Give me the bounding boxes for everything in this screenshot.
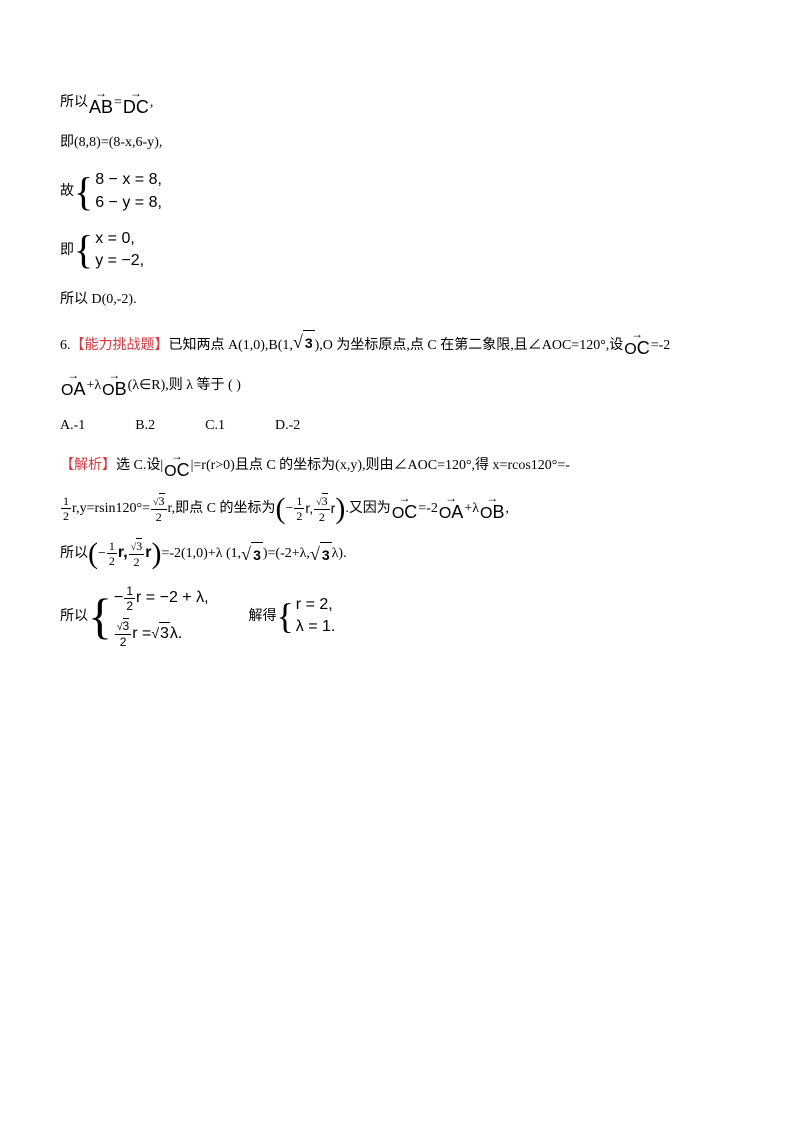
text: 故 — [60, 179, 74, 204]
tag: 【能力挑战题】 — [71, 333, 169, 358]
frac: 1 2 — [124, 584, 135, 613]
frac: √3 2 — [314, 494, 330, 524]
vector-ob: → OB — [480, 495, 504, 522]
brace-icon: { — [74, 176, 93, 208]
text: =-2 — [651, 333, 671, 358]
frac: 1 2 — [61, 494, 71, 523]
text: = — [114, 90, 122, 115]
system-2: 即 { x = 0, y = −2, — [60, 228, 740, 273]
option-d: D.-2 — [275, 413, 300, 438]
tag: 【解析】 — [60, 453, 116, 478]
vector-oa: → OA — [61, 372, 85, 399]
text: .又因为 — [345, 496, 391, 521]
frac: 1 2 — [294, 494, 304, 523]
text: r,即点 C 的坐标为 — [168, 496, 276, 521]
eq: y = −2, — [95, 250, 144, 272]
option-c: C.1 — [205, 413, 225, 438]
sqrt-icon: √3 — [310, 538, 332, 570]
vector-ob: → OB — [102, 372, 126, 399]
eq: 8 − x = 8, — [95, 169, 162, 191]
frac: √3 2 — [129, 539, 145, 569]
brace-icon: { — [277, 602, 294, 631]
text: 所以 — [60, 541, 88, 566]
text: 即 — [60, 238, 74, 263]
solution-2: 1 2 r,y=rsin120°= √3 2 r,即点 C 的坐标为 ( − 1… — [60, 494, 740, 524]
eq: r = 2, — [296, 594, 336, 616]
vector-oc: → OC — [392, 495, 417, 522]
text: 所以 D(0,-2). — [60, 287, 137, 312]
paren-icon: ( — [275, 497, 285, 521]
text: − — [98, 541, 106, 566]
text: r, — [118, 539, 128, 568]
vector-dc: → DC — [123, 90, 149, 116]
text: , — [150, 90, 154, 115]
vector-oa: → OA — [439, 495, 463, 522]
text: r, — [305, 496, 313, 521]
text: |=r(r>0)且点 C 的坐标为(x,y),则由∠AOC=120°,得 x=r… — [191, 453, 570, 478]
line-coords: 即(8,8)=(8-x,6-y), — [60, 130, 740, 155]
question-6: 6. 【能力挑战题】 已知两点 A(1,0),B(1, √3 ),O 为坐标原点… — [60, 326, 740, 358]
solution-1: 【解析】 选 C.设| → OC |=r(r>0)且点 C 的坐标为(x,y),… — [60, 453, 740, 480]
eq: λ = 1. — [296, 616, 336, 638]
num: 6. — [60, 333, 71, 358]
text: 选 C.设| — [116, 453, 163, 478]
text: r,y=rsin120°= — [72, 496, 150, 521]
text: − — [285, 496, 293, 521]
text: 所以 — [60, 604, 88, 629]
options: A.-1 B.2 C.1 D.-2 — [60, 413, 740, 438]
brace-icon: { — [74, 234, 93, 266]
brace-icon: { — [88, 596, 112, 636]
text: ),O 为坐标原点,点 C 在第二象限,且∠AOC=120°,设 — [315, 333, 624, 358]
line-ab-dc: 所以 → AB = → DC , — [60, 90, 740, 116]
frac: √3 2 — [151, 494, 167, 524]
question-6-cont: → OA +λ → OB (λ∈R),则 λ 等于 ( ) — [60, 372, 740, 399]
sqrt-icon: √3 — [293, 326, 315, 358]
text: 解得 — [249, 604, 277, 629]
text: =-2(1,0)+λ (1, — [161, 541, 241, 566]
text: )=(-2+λ, — [263, 541, 310, 566]
vector-oc: → OC — [624, 331, 649, 358]
system-1: 故 { 8 − x = 8, 6 − y = 8, — [60, 169, 740, 214]
text: (λ∈R),则 λ 等于 ( ) — [128, 373, 241, 398]
solution-3: 所以 ( − 1 2 r, √3 2 r ) =-2(1,0)+λ (1, √3… — [60, 538, 740, 570]
vector-oc: → OC — [164, 453, 189, 480]
text: 所以 — [60, 90, 88, 115]
text: =-2 — [418, 496, 438, 521]
text: +λ — [86, 373, 101, 398]
solution-4: 所以 { − 1 2 r = −2 + λ, √3 2 r = √3 λ. — [60, 584, 740, 649]
frac: 1 2 — [107, 539, 117, 568]
eq: x = 0, — [95, 228, 144, 250]
paren-icon: ( — [88, 542, 98, 566]
text: λ). — [332, 541, 347, 566]
text: 已知两点 A(1,0),B(1, — [169, 333, 293, 358]
paren-icon: ) — [335, 497, 345, 521]
paren-icon: ) — [151, 542, 161, 566]
sqrt-icon: √3 — [241, 538, 263, 570]
line-result-d: 所以 D(0,-2). — [60, 287, 740, 312]
option-b: B.2 — [135, 413, 155, 438]
text: +λ — [464, 496, 479, 521]
frac: √3 2 — [115, 619, 131, 649]
eq: 6 − y = 8, — [95, 192, 162, 214]
option-a: A.-1 — [60, 413, 85, 438]
text: 即(8,8)=(8-x,6-y), — [60, 130, 162, 155]
text: , — [505, 496, 509, 521]
vector-ab: → AB — [89, 90, 113, 116]
